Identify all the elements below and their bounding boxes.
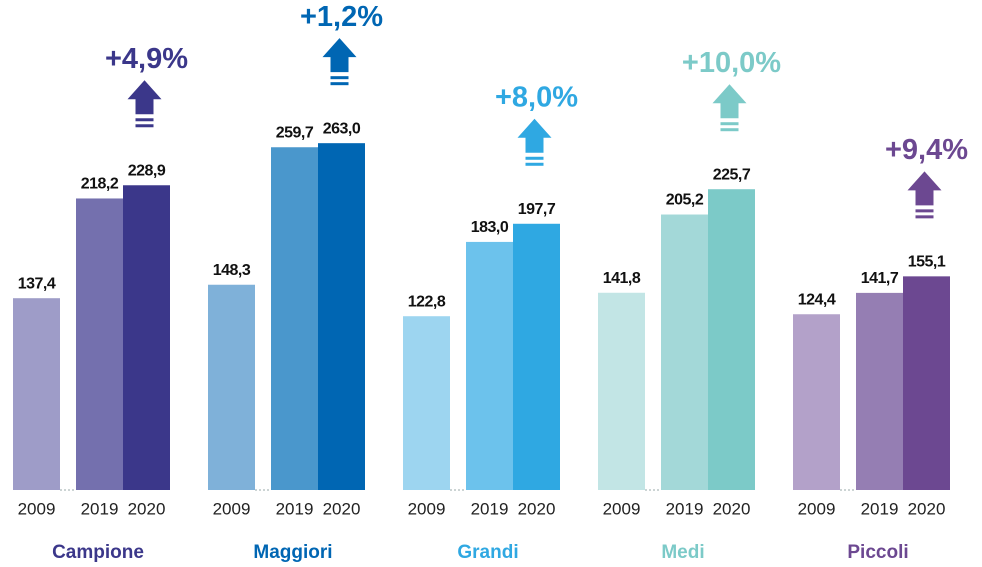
value-label: 141,8 — [603, 270, 641, 287]
arrow — [322, 38, 357, 73]
value-label: 122,8 — [408, 293, 446, 310]
change-label: +10,0% — [682, 47, 781, 79]
bar — [661, 214, 708, 490]
value-label: 137,4 — [18, 275, 56, 292]
year-label: 2019 — [276, 499, 314, 518]
bar — [318, 143, 365, 490]
value-label: 141,7 — [861, 270, 899, 287]
year-label: 2019 — [666, 499, 704, 518]
bar — [403, 316, 450, 490]
group-label: Grandi — [457, 542, 518, 563]
arrow-line — [330, 76, 349, 80]
arrow — [907, 171, 942, 206]
value-label: 197,7 — [518, 201, 556, 218]
value-label: 183,0 — [471, 219, 509, 236]
value-label: 225,7 — [713, 166, 751, 183]
bar — [708, 189, 755, 490]
change-label: +8,0% — [495, 81, 578, 113]
arrow-line — [525, 162, 544, 166]
value-label: 148,3 — [213, 262, 251, 279]
year-label: 2009 — [603, 499, 641, 518]
group-label: Piccoli — [847, 542, 908, 563]
group-label: Medi — [661, 542, 704, 563]
year-label: 2009 — [213, 499, 251, 518]
arrow-line — [135, 118, 154, 122]
year-label: 2020 — [713, 499, 751, 518]
bar — [466, 241, 513, 490]
value-label: 205,2 — [666, 192, 704, 209]
bar — [598, 292, 645, 490]
arrow-line — [915, 215, 934, 219]
bar — [123, 185, 170, 490]
year-label: 2009 — [798, 499, 836, 518]
bar — [513, 223, 560, 490]
arrow-line — [135, 124, 154, 128]
year-label: 2019 — [81, 499, 119, 518]
group-label: Campione — [52, 542, 144, 563]
change-label: +4,9% — [105, 43, 188, 75]
bar — [13, 298, 60, 490]
change-label: +1,2% — [300, 1, 383, 33]
change-label: +9,4% — [885, 134, 968, 166]
year-label: 2020 — [908, 499, 946, 518]
value-label: 218,2 — [81, 176, 119, 193]
value-label: 124,4 — [798, 291, 836, 308]
year-label: 2020 — [323, 499, 361, 518]
group-label: Maggiori — [253, 542, 332, 563]
year-label: 2020 — [518, 499, 556, 518]
value-label: 259,7 — [276, 124, 314, 141]
arrow-line — [720, 122, 739, 126]
value-label: 228,9 — [128, 162, 166, 179]
arrow-line — [720, 128, 739, 132]
year-label: 2009 — [408, 499, 446, 518]
value-label: 155,1 — [908, 254, 946, 271]
arrow — [712, 84, 747, 119]
bar — [271, 147, 318, 490]
bar — [856, 292, 903, 490]
bar — [903, 276, 950, 490]
bar — [208, 284, 255, 490]
arrow-line — [525, 156, 544, 160]
arrow — [517, 118, 552, 153]
arrow-line — [330, 82, 349, 86]
year-label: 2009 — [18, 499, 56, 518]
value-label: 263,0 — [323, 120, 361, 137]
year-label: 2019 — [861, 499, 899, 518]
arrow — [127, 80, 162, 115]
bar — [76, 198, 123, 491]
year-label: 2019 — [471, 499, 509, 518]
arrow-line — [915, 209, 934, 213]
bar — [793, 314, 840, 490]
year-label: 2020 — [128, 499, 166, 518]
